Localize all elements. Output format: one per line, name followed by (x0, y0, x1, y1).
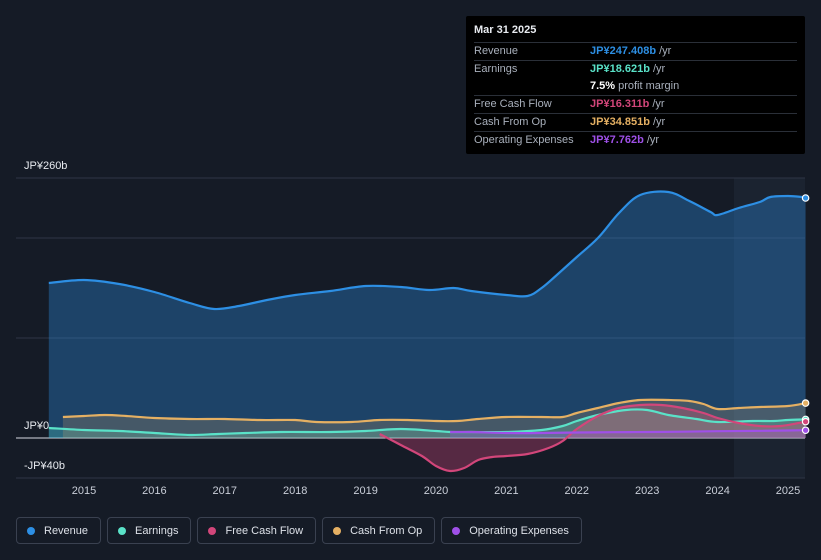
tooltip-row-value: JP¥34.851b (590, 116, 650, 128)
tooltip-date: Mar 31 2025 (474, 24, 537, 36)
legend-label: Operating Expenses (469, 524, 569, 537)
tooltip-row-unit: /yr (652, 98, 665, 110)
x-tick-label: 2015 (71, 485, 97, 497)
tooltip-row: 7.5% profit margin (474, 78, 797, 95)
operating-expenses-end-point (801, 426, 810, 435)
operating-expenses-line (450, 429, 806, 435)
x-tick-label: 2017 (212, 485, 238, 497)
tooltip-row-unit: /yr (646, 134, 660, 146)
legend-item-revenue[interactable]: Revenue (16, 517, 102, 544)
x-tick-label: 2022 (564, 485, 590, 497)
tooltip-row: Operating Expenses JP¥7.762b/yr (474, 131, 797, 149)
tooltip-row: Revenue JP¥247.408b/yr (474, 42, 797, 60)
legend: Revenue Earnings Free Cash Flow Cash From O… (16, 517, 582, 544)
tooltip-row-name: Earnings (474, 63, 518, 75)
x-tick-label: 2016 (142, 485, 167, 497)
cash-from-op-line (62, 398, 806, 424)
tooltip-row: Free Cash Flow JP¥16.311b/yr (474, 95, 797, 113)
legend-label: Cash From Op (350, 524, 423, 537)
tooltip-row-unit: profit margin (618, 80, 680, 92)
revenue-end-point (801, 194, 810, 202)
x-tick-label: 2024 (705, 485, 730, 497)
legend-item-cash-from-op[interactable]: Cash From Op (322, 517, 436, 544)
legend-dot-icon (27, 526, 35, 535)
y-tick-label-top: JP¥260b (24, 160, 68, 172)
free-cash-flow-end-point (801, 417, 810, 426)
tooltip-row-name: Revenue (474, 45, 519, 57)
recent-period-shade (734, 178, 805, 478)
legend-item-operating-expenses[interactable]: Operating Expenses (441, 517, 582, 544)
x-tick-label: 2025 (775, 485, 801, 497)
tooltip-row: Earnings JP¥18.621b/yr (474, 60, 797, 78)
legend-dot-icon (208, 526, 217, 535)
legend-dot-icon (118, 526, 127, 535)
tooltip-row-unit: /yr (659, 45, 672, 57)
tooltip-row-value: 7.5% (590, 80, 616, 92)
tooltip-row-name: Cash From Op (474, 116, 547, 128)
cash-from-op-end-point (801, 399, 810, 407)
y-tick-label-bottom: -JP¥40b (24, 460, 65, 472)
tooltip: Mar 31 2025 Revenue JP¥247.408b/yr Earning… (466, 16, 805, 154)
tooltip-row-value: JP¥7.762b (590, 134, 644, 146)
y-tick-label-zero: JP¥0 (24, 420, 50, 432)
legend-label: Revenue (44, 524, 89, 537)
free-cash-flow-area (379, 404, 806, 472)
revenue-area (48, 191, 806, 438)
cash-from-op-area (62, 399, 806, 438)
x-tick-label: 2023 (634, 485, 660, 497)
x-tick-label: 2019 (353, 485, 378, 497)
tooltip-row-unit: /yr (652, 63, 666, 75)
revenue-line (48, 190, 807, 311)
tooltip-row-value: JP¥16.311b (590, 98, 650, 110)
tooltip-row-name (474, 78, 590, 95)
legend-dot-icon (333, 526, 342, 535)
x-tick-label: 2021 (494, 485, 519, 497)
tooltip-row-name: Operating Expenses (474, 134, 574, 146)
tooltip-row-name: Free Cash Flow (474, 98, 552, 110)
tooltip-row: Cash From Op JP¥34.851b/yr (474, 113, 797, 131)
legend-label: Free Cash Flow (225, 524, 304, 537)
legend-dot-icon (452, 526, 461, 535)
tooltip-row-unit: /yr (652, 116, 666, 128)
legend-item-earnings[interactable]: Earnings (107, 517, 192, 544)
tooltip-row-value: JP¥18.621b (590, 63, 650, 75)
tooltip-row-value: JP¥247.408b (590, 45, 657, 57)
legend-label: Earnings (135, 524, 179, 537)
x-tick-label: 2018 (282, 485, 308, 497)
legend-item-free-cash-flow[interactable]: Free Cash Flow (197, 517, 317, 544)
free-cash-flow-line (379, 403, 806, 473)
earnings-area (48, 409, 806, 438)
x-tick-label: 2020 (423, 485, 449, 497)
